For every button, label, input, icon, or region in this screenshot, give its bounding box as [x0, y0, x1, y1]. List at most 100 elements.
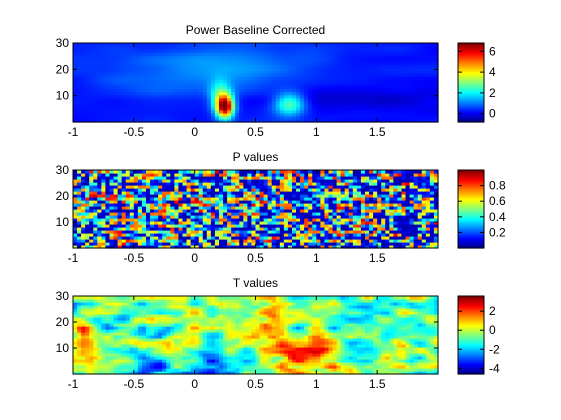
heatmap-cell [271, 94, 277, 99]
heatmap-cell [162, 188, 167, 192]
heatmap-cell [97, 55, 102, 59]
heatmap-cell [125, 200, 131, 204]
heatmap-cell [324, 212, 330, 216]
heatmap-cell [356, 70, 362, 74]
heatmap-cell [243, 221, 248, 225]
heatmap-cell [344, 118, 350, 123]
heatmap-cell [401, 115, 407, 120]
heatmap-cell [117, 73, 123, 78]
heatmap-cell [417, 173, 423, 177]
heatmap-cell [369, 85, 374, 90]
heatmap-cell [206, 67, 212, 71]
heatmap-cell [166, 103, 171, 108]
heatmap-cell [178, 118, 184, 123]
heatmap-cell [129, 179, 135, 183]
heatmap-cell [344, 239, 350, 243]
heatmap-cell [348, 67, 354, 71]
heatmap-cell [214, 233, 220, 237]
heatmap-cell [360, 170, 366, 174]
heatmap-cell [308, 215, 313, 219]
heatmap-cell [308, 70, 313, 74]
heatmap-cell [150, 49, 155, 53]
heatmap-cell [324, 61, 330, 65]
heatmap-cell [393, 227, 399, 231]
heatmap-cell [150, 115, 155, 120]
heatmap-cell [81, 305, 86, 309]
heatmap-cell [336, 73, 342, 78]
heatmap-cell [369, 52, 374, 56]
heatmap-cell [275, 52, 281, 56]
heatmap-cell [413, 88, 419, 93]
heatmap-cell [393, 206, 399, 210]
heatmap-cell [227, 94, 232, 99]
heatmap-cell [352, 245, 358, 249]
heatmap-cell [417, 227, 423, 231]
heatmap-cell [421, 88, 427, 93]
heatmap-cell [194, 109, 200, 114]
heatmap-cell [356, 55, 362, 59]
heatmap-cell [369, 67, 374, 71]
heatmap-cell [324, 197, 330, 201]
heatmap-cell [397, 218, 403, 222]
heatmap-cell [356, 227, 362, 231]
heatmap-cell [296, 209, 301, 213]
heatmap-cell [429, 49, 435, 53]
heatmap-cell [251, 233, 257, 237]
heatmap-cell [166, 182, 171, 186]
heatmap-cell [275, 203, 281, 207]
heatmap-cell [429, 85, 435, 90]
heatmap-cell [267, 188, 273, 192]
heatmap-cell [81, 239, 86, 243]
heatmap-cell [190, 221, 196, 225]
heatmap-cell [239, 239, 244, 243]
heatmap-cell [405, 100, 411, 105]
heatmap-cell [133, 224, 139, 228]
heatmap-cell [97, 118, 102, 123]
heatmap-cell [150, 179, 155, 183]
heatmap-cell [154, 179, 159, 183]
heatmap-cell [287, 55, 293, 59]
heatmap-cell [360, 85, 366, 90]
heatmap-cell [259, 221, 265, 225]
heatmap-cell [324, 52, 330, 56]
heatmap-cell [255, 176, 261, 180]
heatmap-cell [182, 70, 188, 74]
heatmap-cell [377, 236, 382, 240]
heatmap-cell [239, 91, 244, 96]
heatmap-cell [263, 91, 269, 96]
heatmap-cell [332, 64, 338, 68]
heatmap-cell [150, 221, 155, 225]
colorbar-segment [458, 206, 484, 209]
heatmap-cell [137, 61, 143, 65]
heatmap-cell [170, 194, 175, 198]
heatmap-cell [81, 88, 86, 93]
heatmap-cell [344, 70, 350, 74]
heatmap-cell [401, 109, 407, 114]
heatmap-cell [227, 191, 232, 195]
heatmap-cell [231, 76, 236, 81]
y-tick-label: 10 [56, 215, 70, 229]
heatmap-cell [182, 197, 188, 201]
heatmap-cell [93, 176, 98, 180]
heatmap-cell [287, 82, 293, 87]
heatmap-cell [206, 173, 212, 177]
heatmap-cell [433, 70, 439, 74]
heatmap-cell [109, 64, 115, 68]
heatmap-cell [328, 94, 334, 99]
heatmap-cell [255, 97, 261, 102]
heatmap-cell [137, 185, 143, 189]
heatmap-cell [316, 230, 321, 234]
heatmap-cell [308, 239, 313, 243]
heatmap-cell [93, 221, 98, 225]
heatmap-cell [154, 64, 159, 68]
heatmap-cell [369, 176, 374, 180]
heatmap-cell [202, 73, 208, 78]
heatmap-cell [332, 97, 338, 102]
heatmap-cell [287, 64, 293, 68]
heatmap-cell [194, 194, 200, 198]
heatmap-cell [133, 115, 139, 120]
heatmap-cell [413, 49, 419, 53]
x-tick-label: 1.5 [369, 125, 386, 139]
heatmap-cell [206, 112, 212, 117]
heatmap-cell [336, 170, 342, 174]
